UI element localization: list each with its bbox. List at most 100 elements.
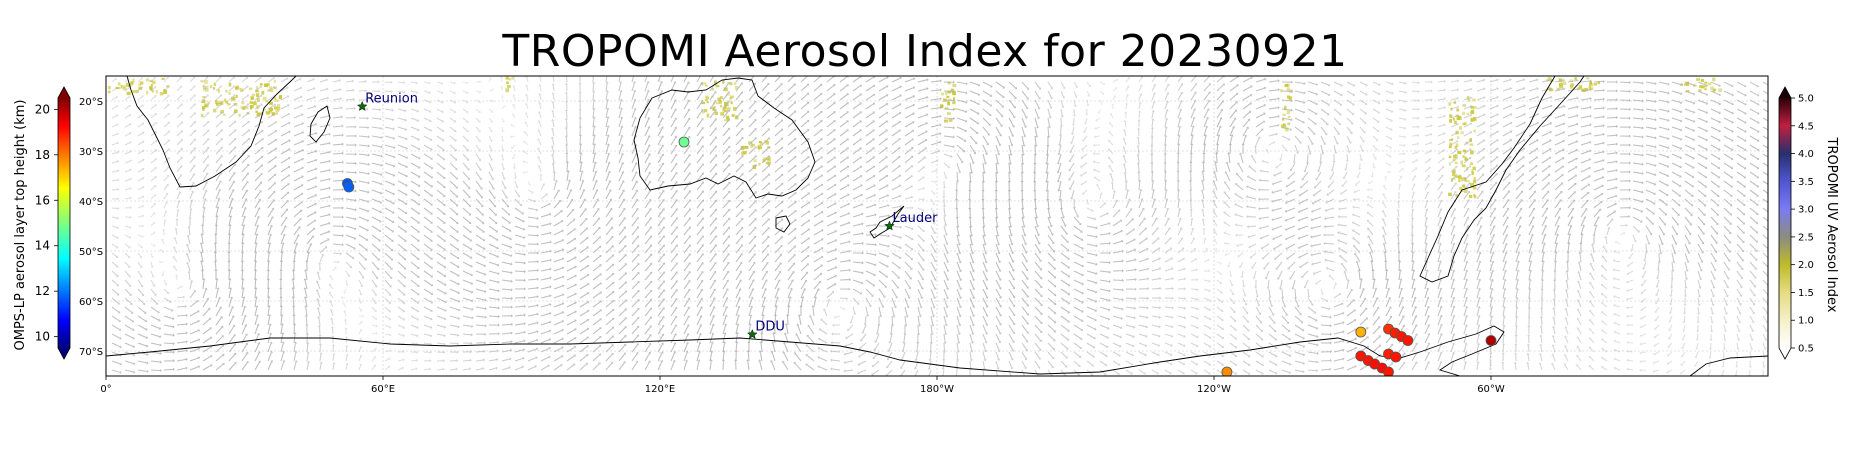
wind-arrow — [332, 125, 342, 128]
wind-arrow — [1515, 105, 1525, 110]
aerosol-pixel — [261, 90, 265, 95]
wind-arrowhead — [1483, 96, 1486, 100]
wind-arrow — [930, 80, 941, 83]
wind-arrow — [189, 95, 195, 101]
wind-arrowhead — [926, 95, 929, 100]
wind-arrow — [761, 120, 769, 128]
wind-arrow — [1632, 99, 1643, 102]
aerosol-pixel — [704, 84, 708, 87]
wind-arrow — [449, 126, 456, 132]
wind-arrow — [1463, 106, 1471, 110]
wind-arrow — [1411, 81, 1418, 84]
wind-arrowhead — [1496, 95, 1499, 99]
wind-arrow — [1385, 99, 1392, 103]
wind-arrow — [1255, 113, 1265, 119]
wind-arrow — [1619, 224, 1627, 227]
aerosol-pixel — [276, 107, 281, 111]
wind-arrowhead — [550, 136, 555, 139]
wind-arrowhead — [963, 139, 967, 142]
wind-arrowhead — [687, 99, 690, 103]
wind-arrow — [526, 95, 529, 101]
wind-arrow — [774, 76, 782, 83]
wind-arrow — [852, 121, 861, 128]
wind-arrowhead — [274, 112, 277, 116]
aerosol-pixel — [1559, 84, 1564, 89]
aerosol-pixel — [1286, 110, 1291, 115]
aerosol-pixel — [947, 81, 951, 85]
wind-arrow — [176, 77, 181, 83]
wind-arrow — [800, 120, 809, 128]
wind-arrow — [1021, 99, 1028, 108]
wind-arrowhead — [1218, 125, 1222, 129]
aerosol-pixel — [220, 100, 224, 105]
aerosol-pixel — [1453, 101, 1457, 104]
wind-arrow — [176, 86, 182, 92]
wind-arrow — [1073, 99, 1076, 106]
wind-arrow — [1109, 140, 1114, 146]
wind-arrowhead — [1509, 138, 1513, 142]
wind-arrowhead — [1150, 126, 1155, 129]
wind-arrowhead — [1301, 130, 1304, 134]
wind-arrowhead — [1263, 95, 1267, 99]
wind-arrowhead — [793, 119, 797, 123]
wind-arrowhead — [1417, 133, 1420, 138]
wind-arrow — [592, 136, 595, 146]
aerosol-pixel — [1448, 102, 1452, 106]
wind-arrowhead — [1165, 100, 1169, 103]
aerosol-pixel — [275, 99, 279, 102]
wind-arrowhead — [898, 138, 901, 141]
wind-arrow — [1294, 81, 1304, 85]
wind-arrow — [475, 135, 480, 141]
wind-arrow — [1164, 84, 1169, 92]
wind-arrowhead — [646, 80, 650, 84]
wind-arrowhead — [939, 88, 942, 92]
wind-arrowhead — [1654, 90, 1657, 95]
wind-arrow — [1268, 116, 1278, 119]
aerosol-pixel — [748, 141, 752, 144]
wind-arrowhead — [1770, 166, 1773, 169]
wind-arrowhead — [501, 149, 505, 152]
wind-arrowhead — [338, 78, 342, 83]
wind-arrow — [1450, 106, 1458, 110]
aerosol-pixel — [944, 119, 948, 123]
wind-arrowhead — [977, 102, 980, 106]
wind-arrow — [423, 81, 429, 84]
wind-arrow — [1320, 99, 1329, 105]
wind-arrow — [670, 76, 675, 83]
wind-arrow — [579, 144, 582, 155]
wind-arrowhead — [511, 146, 514, 150]
wind-arrowhead — [1377, 101, 1381, 105]
wind-arrow — [124, 142, 131, 146]
aerosol-pixel — [1284, 83, 1289, 88]
wind-arrowhead — [352, 88, 355, 92]
wind-arrow — [1372, 81, 1380, 86]
wind-arrowhead — [524, 112, 528, 115]
wind-arrow — [1593, 80, 1604, 83]
wind-arrowhead — [1496, 87, 1499, 91]
wind-arrowhead — [416, 109, 420, 113]
aerosol-pixel — [1593, 82, 1597, 86]
aerosol-pixel — [719, 104, 723, 108]
wind-arrow — [1255, 78, 1265, 83]
wind-arrowhead — [154, 131, 158, 134]
wind-arrowhead — [964, 129, 968, 133]
wind-arrowhead — [1206, 108, 1210, 111]
wind-arrowhead — [466, 100, 469, 104]
wind-arrowhead — [1140, 76, 1144, 79]
wind-arrow — [1096, 126, 1101, 129]
wind-arrowhead — [441, 100, 444, 104]
aerosol-pixel — [726, 93, 730, 96]
wind-arrow — [904, 78, 914, 83]
wind-arrow — [319, 79, 327, 83]
wind-arrowhead — [1483, 122, 1486, 126]
wind-arrowhead — [1124, 102, 1129, 105]
aerosol-pixel — [1466, 96, 1470, 100]
wind-arrow — [1177, 118, 1181, 128]
aerosol-pixel — [152, 81, 156, 85]
aerosol-pixel — [273, 86, 277, 90]
aerosol-pixel — [705, 95, 709, 98]
aerosol-pixel — [701, 83, 704, 86]
wind-arrowhead — [1081, 147, 1084, 151]
aerosol-pixel — [1453, 154, 1456, 159]
wind-arrowhead — [1589, 132, 1592, 136]
